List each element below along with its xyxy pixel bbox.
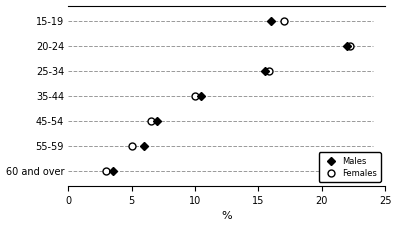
X-axis label: %: %: [222, 211, 232, 222]
Legend: Males, Females: Males, Females: [319, 152, 381, 182]
